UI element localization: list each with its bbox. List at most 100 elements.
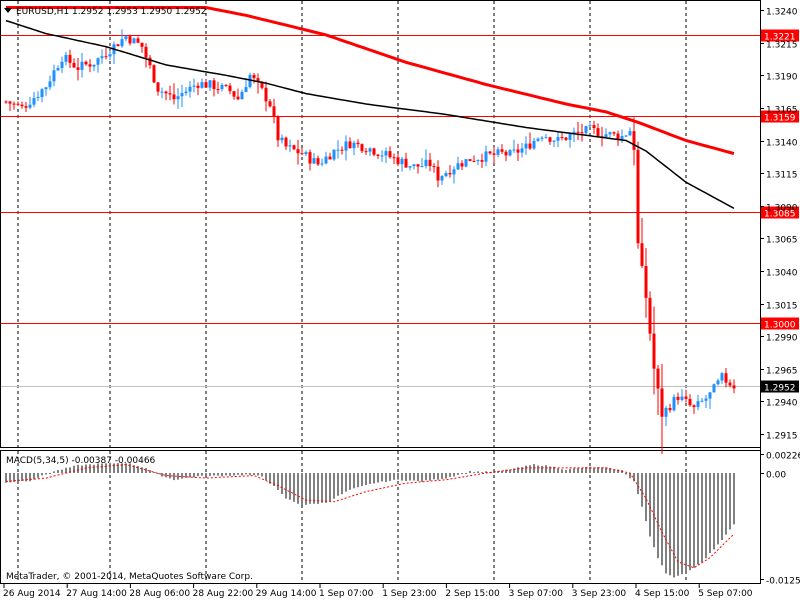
macd-histogram-bar <box>517 467 519 473</box>
bull-candle <box>184 91 188 94</box>
bear-candle <box>204 82 208 88</box>
macd-histogram-bar <box>141 467 143 473</box>
bear-candle <box>276 116 280 141</box>
macd-histogram-bar <box>65 467 67 473</box>
bull-candle <box>536 138 540 141</box>
macd-histogram-bar <box>245 473 247 475</box>
bear-candle <box>392 157 396 159</box>
macd-histogram-bar <box>157 473 159 475</box>
macd-tick-label: -0.01258 <box>766 577 800 587</box>
bull-candle <box>344 141 348 151</box>
macd-histogram-bar <box>37 473 39 478</box>
macd-histogram-bar <box>261 473 263 477</box>
macd-histogram-bar <box>377 473 379 483</box>
bear-candle <box>16 103 20 105</box>
macd-histogram-bar <box>277 473 279 491</box>
bear-candle <box>156 82 160 92</box>
bear-candle <box>660 388 664 417</box>
bull-candle <box>484 151 488 162</box>
bull-candle <box>400 158 404 165</box>
chevron-down-icon[interactable] <box>4 8 12 13</box>
macd-histogram-bar <box>385 473 387 483</box>
bull-candle <box>532 140 536 149</box>
macd-histogram-bar <box>701 473 703 563</box>
bear-candle <box>564 137 568 140</box>
macd-histogram-bar <box>77 464 79 473</box>
bull-candle <box>220 84 224 90</box>
bear-candle <box>24 106 28 108</box>
bear-candle <box>252 74 256 79</box>
macd-label: MACD(5,34,5) -0.00387 -0.00466 <box>6 456 156 466</box>
time-tick-label: 26 Aug 2014 <box>3 589 61 599</box>
macd-histogram-bar <box>209 473 211 476</box>
macd-histogram-bar <box>321 473 323 503</box>
bear-candle <box>616 133 620 140</box>
macd-histogram-bar <box>225 473 227 476</box>
bull-candle <box>456 163 460 170</box>
macd-histogram-bar <box>441 473 443 479</box>
bear-candle <box>140 42 144 47</box>
level-price-tag <box>761 206 799 219</box>
macd-histogram-bar <box>437 473 439 480</box>
macd-histogram-bar <box>697 473 699 565</box>
bull-candle <box>716 380 720 385</box>
bear-candle <box>4 101 8 103</box>
bear-candle <box>76 67 80 70</box>
macd-histogram-bar <box>85 464 87 473</box>
macd-histogram-bar <box>485 471 487 473</box>
price-tick-label: 1.3090 <box>766 204 798 214</box>
macd-histogram-bar <box>345 473 347 492</box>
macd-histogram-bar <box>213 473 215 476</box>
bear-candle <box>292 145 296 150</box>
macd-histogram-bar <box>669 473 671 576</box>
macd-histogram-bar <box>93 464 95 473</box>
macd-histogram-bar <box>29 473 31 482</box>
bear-candle <box>196 85 200 88</box>
macd-histogram-bar <box>173 473 175 481</box>
macd-histogram-bar <box>357 473 359 488</box>
price-tick-label: 1.3015 <box>766 302 798 312</box>
bear-candle <box>580 132 584 134</box>
bear-candle <box>8 101 12 104</box>
macd-histogram-bar <box>269 473 271 484</box>
bear-candle <box>656 368 660 389</box>
bull-candle <box>620 136 624 140</box>
macd-histogram-bar <box>161 473 163 477</box>
macd-tick-label: 0.00 <box>766 471 786 481</box>
bull-candle <box>188 86 192 92</box>
bear-candle <box>428 159 432 167</box>
price-tick-label: 1.3115 <box>766 171 798 181</box>
fast-moving-average-line <box>5 19 735 210</box>
bull-candle <box>200 82 204 88</box>
bear-candle <box>648 297 652 334</box>
bull-candle <box>132 38 136 44</box>
bull-candle <box>180 93 184 97</box>
bear-candle <box>224 84 228 86</box>
bear-candle <box>436 166 440 181</box>
bull-candle <box>80 61 84 70</box>
macd-histogram-bar <box>729 473 731 530</box>
macd-histogram-bar <box>149 470 151 473</box>
bull-candle <box>120 39 124 47</box>
macd-histogram-bar <box>229 473 231 476</box>
bull-candle <box>524 143 528 149</box>
bear-candle <box>560 136 564 138</box>
bull-candle <box>664 407 668 417</box>
macd-histogram-bar <box>613 469 615 473</box>
bear-candle <box>236 96 240 100</box>
macd-histogram-bar <box>33 473 35 480</box>
bear-candle <box>260 81 264 88</box>
macd-histogram-bar <box>69 467 71 473</box>
macd-histogram-bar <box>61 469 63 473</box>
macd-histogram-bar <box>185 473 187 478</box>
bear-candle <box>548 137 552 142</box>
bull-candle <box>192 85 196 87</box>
macd-histogram-bar <box>525 465 527 473</box>
macd-histogram-bar <box>529 465 531 473</box>
bear-candle <box>376 154 380 156</box>
bull-candle <box>312 158 316 164</box>
bear-candle <box>12 103 16 105</box>
bear-candle <box>316 158 320 165</box>
macd-histogram-bar <box>333 473 335 499</box>
